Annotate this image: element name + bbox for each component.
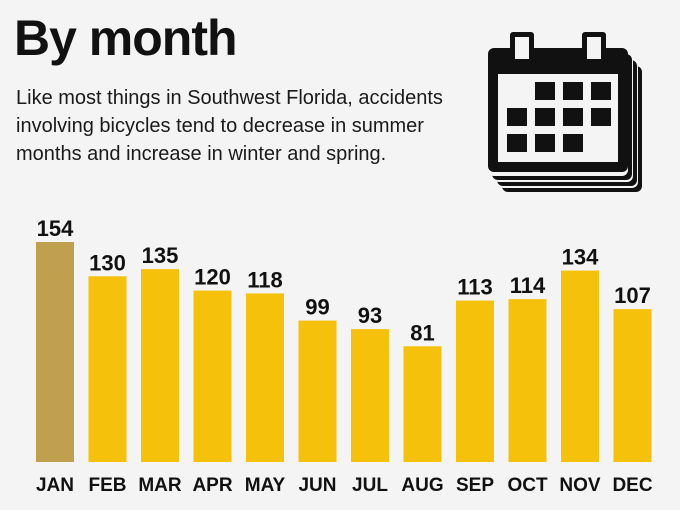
month-tick-label: APR	[192, 475, 232, 496]
month-tick-label: AUG	[401, 475, 443, 496]
subtitle-text: Like most things in Southwest Florida, a…	[16, 87, 443, 165]
month-tick-label: FEB	[89, 475, 127, 496]
bar-value-label: 118	[247, 267, 283, 292]
month-tick-label: MAY	[245, 475, 286, 496]
month-tick-label: NOV	[559, 475, 601, 496]
bar-sep	[456, 300, 494, 462]
bar-value-label: 120	[194, 265, 231, 290]
page-title: By month	[14, 10, 238, 66]
bar-aug	[403, 346, 442, 462]
bar-value-label: 107	[614, 283, 651, 308]
bar-value-label: 135	[142, 243, 179, 268]
bar-jan	[36, 242, 74, 462]
bar-dec	[613, 309, 652, 462]
bar-apr	[193, 290, 232, 462]
bar-value-label: 113	[457, 275, 493, 300]
bar-feb	[88, 276, 127, 462]
bar-value-label: 81	[410, 320, 434, 345]
month-tick-label: MAR	[138, 475, 182, 496]
month-tick-label: SEP	[456, 475, 494, 496]
bar-value-label: 93	[358, 303, 382, 328]
month-tick-label: JUN	[298, 475, 336, 496]
bar-oct	[508, 299, 547, 462]
month-tick-label: OCT	[507, 475, 548, 496]
month-tick-label: JUL	[352, 475, 388, 496]
bar-value-label: 134	[562, 245, 599, 270]
month-tick-label: DEC	[612, 475, 652, 496]
bar-jul	[351, 329, 389, 462]
bar-value-label: 99	[305, 295, 329, 320]
calendar-icon	[488, 32, 642, 192]
bar-jun	[298, 320, 337, 462]
bar-nov	[561, 270, 599, 462]
bar-mar	[141, 269, 179, 462]
bar-value-label: 114	[510, 273, 546, 298]
bar-value-label: 154	[37, 216, 74, 241]
bar-may	[246, 293, 284, 462]
month-tick-label: JAN	[36, 475, 74, 496]
bar-value-label: 130	[89, 250, 126, 275]
bar-chart: 154 JAN 130 FEB 135 MAR 120 APR 118 MAY 99 JUN 93 JUL…	[36, 216, 653, 496]
